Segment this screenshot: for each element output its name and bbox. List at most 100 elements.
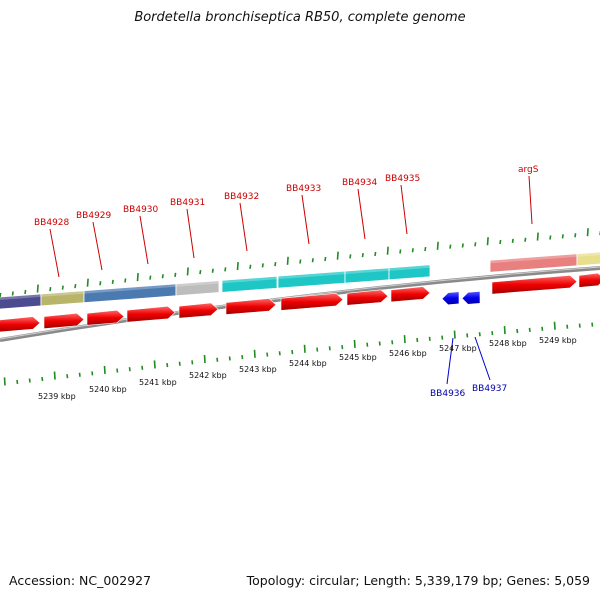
forward-cds-arrow bbox=[280, 292, 344, 311]
outer-tick bbox=[24, 289, 27, 295]
inner-tick bbox=[128, 367, 131, 372]
reverse-cds-arrow bbox=[441, 291, 460, 306]
scale-label: 5242 kbp bbox=[189, 371, 227, 380]
outer-ticks bbox=[0, 228, 600, 298]
forward-cds-arrow bbox=[0, 316, 41, 333]
reverse-genes bbox=[441, 291, 481, 306]
outer-tick bbox=[74, 284, 77, 289]
reverse-gene-label: BB4937 bbox=[472, 384, 507, 394]
scale-label: 5247 kbp bbox=[439, 344, 477, 353]
outer-tick bbox=[449, 244, 452, 249]
forward-gene-label: BB4930 bbox=[123, 205, 159, 215]
inner-tick bbox=[266, 352, 269, 357]
inner-tick bbox=[453, 330, 456, 339]
outer-tick bbox=[136, 272, 139, 282]
inner-tick bbox=[541, 326, 544, 331]
outer-tick bbox=[424, 246, 427, 252]
outer-tick bbox=[249, 264, 252, 269]
outer-tick bbox=[236, 262, 239, 271]
outer-tick bbox=[511, 238, 514, 243]
inner-tick bbox=[78, 372, 81, 377]
outer-tick bbox=[361, 253, 364, 258]
accession-text: Accession: NC_002927 bbox=[9, 573, 152, 588]
inner-tick bbox=[491, 331, 494, 336]
outer-tick bbox=[61, 285, 64, 290]
gene-leader-line bbox=[92, 221, 103, 271]
outer-tick bbox=[261, 263, 264, 268]
outer-tick bbox=[86, 278, 89, 287]
outer-tick bbox=[324, 256, 327, 262]
inner-tick bbox=[16, 379, 19, 385]
inner-tick bbox=[166, 362, 169, 368]
inner-tick bbox=[303, 344, 306, 353]
forward-gene-labels: BB4928 BB4929 BB4930 BB4931 BB4932 BB4933 BB49… bbox=[34, 165, 539, 278]
reverse-gene-label: BB4936 bbox=[430, 389, 466, 399]
inner-tick bbox=[578, 323, 581, 328]
gene-leader-line bbox=[139, 215, 149, 265]
outer-tick bbox=[374, 251, 377, 257]
outer-tick bbox=[49, 286, 52, 292]
forward-gene-label: BB4931 bbox=[170, 198, 205, 208]
outer-tick bbox=[211, 268, 214, 273]
outer-tick bbox=[436, 241, 439, 250]
cog-block-highlight bbox=[278, 271, 345, 280]
cog-block bbox=[175, 280, 220, 297]
outer-tick bbox=[311, 258, 314, 263]
outer-tick bbox=[299, 259, 302, 264]
forward-gene-label: BB4928 bbox=[34, 218, 70, 228]
forward-gene-label: BB4929 bbox=[76, 211, 112, 221]
inner-tick bbox=[53, 371, 56, 380]
outer-tick bbox=[224, 267, 227, 272]
outer-tick bbox=[349, 254, 352, 259]
gene-leader-line bbox=[186, 208, 195, 259]
outer-tick bbox=[561, 234, 564, 239]
forward-cds-arrow bbox=[225, 298, 277, 315]
inner-tick bbox=[528, 327, 531, 332]
inner-tick bbox=[291, 349, 294, 355]
outer-tick bbox=[274, 261, 277, 267]
forward-cds-arrow bbox=[491, 274, 578, 295]
inner-ticks bbox=[3, 321, 594, 386]
outer-tick bbox=[499, 239, 502, 245]
outer-tick bbox=[111, 279, 114, 284]
inner-tick bbox=[3, 377, 6, 386]
cog-blocks bbox=[0, 251, 600, 310]
cog-block bbox=[576, 251, 600, 267]
inner-tick bbox=[141, 365, 144, 370]
reverse-cds-arrow bbox=[461, 291, 481, 305]
scale-label: 5246 kbp bbox=[389, 349, 427, 358]
cog-block bbox=[388, 264, 431, 281]
outer-tick bbox=[99, 281, 102, 286]
forward-cds-arrow bbox=[86, 309, 125, 326]
genome-backbone-highlight bbox=[0, 266, 600, 340]
inner-tick bbox=[28, 378, 31, 383]
forward-genes bbox=[0, 272, 600, 333]
inner-tick bbox=[341, 345, 344, 350]
inner-tick bbox=[378, 341, 381, 346]
scale-label: 5248 kbp bbox=[489, 339, 527, 348]
gene-leader-line bbox=[400, 184, 408, 235]
inner-tick bbox=[503, 326, 506, 335]
outer-tick bbox=[574, 233, 577, 238]
inner-tick bbox=[216, 357, 219, 362]
inner-tick bbox=[191, 360, 194, 365]
inner-tick bbox=[391, 340, 394, 345]
inner-tick bbox=[103, 365, 106, 374]
inner-tick bbox=[116, 368, 119, 373]
forward-cds-arrow bbox=[346, 289, 389, 306]
scale-label: 5243 kbp bbox=[239, 365, 277, 374]
cog-block-highlight bbox=[490, 253, 577, 264]
outer-tick bbox=[336, 251, 339, 260]
forward-cds-arrow bbox=[126, 305, 176, 323]
gene-leader-line bbox=[239, 202, 248, 252]
scale-label: 5245 kbp bbox=[339, 353, 377, 362]
cog-block-highlight bbox=[222, 276, 277, 284]
outer-tick bbox=[399, 249, 402, 254]
scale-label: 5249 kbp bbox=[539, 336, 577, 345]
inner-tick bbox=[91, 371, 94, 376]
outer-tick bbox=[11, 291, 14, 296]
inner-tick bbox=[41, 376, 44, 382]
scale-labels: 5239 kbp 5240 kbp 5241 kbp 5242 kbp 5243 kbp… bbox=[38, 336, 577, 401]
scale-label: 5244 kbp bbox=[289, 359, 327, 368]
